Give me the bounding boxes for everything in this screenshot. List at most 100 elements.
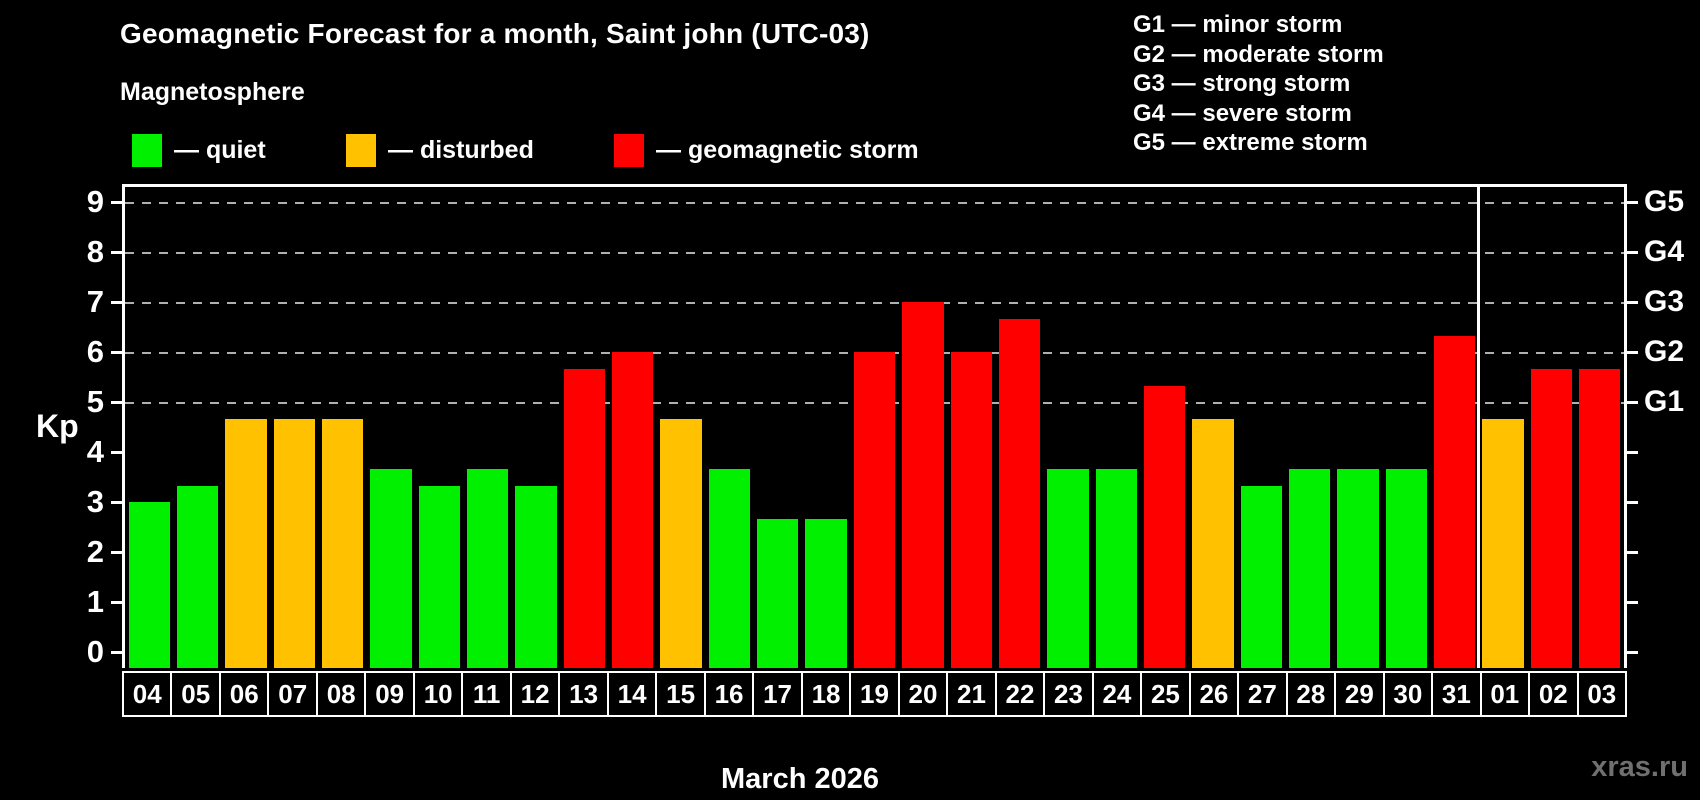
y-tick-label-2: 2 [86, 534, 104, 569]
date-box-09: 09 [364, 673, 412, 715]
right-tick-8 [1627, 251, 1638, 254]
date-box-15: 15 [655, 673, 703, 715]
date-box-12: 12 [509, 673, 558, 715]
legend-label-quiet: — quiet [174, 135, 266, 164]
date-box-13: 13 [558, 673, 606, 715]
date-box-05: 05 [170, 673, 218, 715]
kp-bar-29 [1337, 468, 1379, 668]
date-box-24: 24 [1091, 673, 1140, 715]
date-box-06: 06 [218, 673, 267, 715]
legend-item-storm: — geomagnetic storm [614, 133, 919, 167]
left-tick-6 [111, 351, 122, 354]
date-box-27: 27 [1237, 673, 1285, 715]
kp-bar-14 [612, 352, 654, 668]
gridline-kp7 [125, 302, 1624, 304]
date-box-07: 07 [267, 673, 315, 715]
kp-bar-03 [1579, 368, 1621, 668]
kp-bar-02 [1530, 368, 1573, 668]
gridline-kp8 [125, 252, 1624, 254]
y-tick-label-9: 9 [86, 184, 104, 219]
g1-legend-line: G1 — minor storm [1133, 11, 1343, 38]
right-tick-5 [1627, 401, 1638, 404]
date-box-31: 31 [1431, 673, 1479, 715]
y-tick-label-7: 7 [86, 284, 104, 319]
kp-bar-15 [660, 418, 702, 668]
kp-bar-25 [1143, 385, 1186, 668]
date-box-26: 26 [1188, 673, 1237, 715]
kp-bar-22 [998, 318, 1041, 668]
left-tick-9 [111, 201, 122, 204]
kp-bar-12 [515, 485, 557, 668]
legend-item-quiet: — quiet [132, 133, 266, 167]
left-tick-4 [111, 451, 122, 454]
kp-bar-31 [1434, 335, 1476, 668]
g-axis-label-g5: G5 [1644, 185, 1685, 218]
kp-bar-17 [757, 518, 799, 668]
y-tick-label-0: 0 [86, 634, 104, 669]
kp-bar-05 [176, 485, 219, 668]
right-tick-9 [1627, 201, 1638, 204]
legend-label-storm: — geomagnetic storm [656, 135, 919, 164]
g-axis-label-g4: G4 [1644, 235, 1685, 268]
date-box-22: 22 [994, 673, 1043, 715]
g-scale-legend: G1 — minor storm G2 — moderate storm G3 … [1133, 10, 1384, 158]
g5-legend-line: G5 — extreme storm [1133, 129, 1368, 156]
date-box-08: 08 [315, 673, 364, 715]
date-box-30: 30 [1382, 673, 1431, 715]
date-box-02: 02 [1528, 673, 1576, 715]
right-tick-3 [1627, 501, 1638, 504]
kp-bar-11 [466, 468, 509, 668]
date-box-17: 17 [752, 673, 800, 715]
disturbed-swatch-icon [346, 133, 376, 167]
kp-bar-19 [853, 352, 896, 668]
date-box-04: 04 [132, 678, 162, 709]
storm-swatch-icon [614, 133, 644, 167]
date-box-03: 03 [1576, 673, 1625, 715]
legend-item-disturbed: — disturbed [346, 133, 534, 167]
left-tick-3 [111, 501, 122, 504]
date-box-10: 10 [412, 673, 461, 715]
left-tick-1 [111, 601, 122, 604]
kp-bar-30 [1385, 468, 1428, 668]
date-box-20: 20 [897, 673, 946, 715]
kp-bar-26 [1192, 418, 1234, 668]
kp-bar-21 [950, 352, 992, 668]
gridline-kp9 [125, 202, 1624, 204]
right-tick-2 [1627, 551, 1638, 554]
month-separator-line [1477, 187, 1481, 668]
right-tick-4 [1627, 451, 1638, 454]
right-tick-6 [1627, 351, 1638, 354]
date-box-11: 11 [461, 673, 509, 715]
y-tick-label-8: 8 [86, 234, 104, 269]
y-tick-label-1: 1 [86, 584, 104, 619]
date-box-14: 14 [606, 673, 655, 715]
date-box-23: 23 [1043, 673, 1091, 715]
kp-bar-13 [563, 368, 606, 668]
kp-bar-23 [1047, 468, 1089, 668]
kp-bar-24 [1095, 468, 1137, 668]
date-box-21: 21 [946, 673, 994, 715]
date-box-16: 16 [703, 673, 752, 715]
kp-bar-07 [273, 418, 315, 668]
kp-bar-01 [1482, 418, 1524, 668]
kp-bar-06 [225, 418, 267, 668]
kp-bar-04 [128, 502, 170, 668]
y-tick-label-3: 3 [86, 484, 104, 519]
watermark: xras.ru [1591, 751, 1688, 783]
left-tick-5 [111, 401, 122, 404]
left-tick-0 [111, 651, 122, 654]
date-box-28: 28 [1285, 673, 1334, 715]
right-tick-0 [1627, 651, 1638, 654]
g-axis-label-g1: G1 [1644, 385, 1685, 418]
y-tick-label-4: 4 [86, 434, 104, 469]
magnetosphere-label: Magnetosphere [120, 78, 305, 106]
g-axis-label-g2: G2 [1644, 335, 1685, 368]
chart-title: Geomagnetic Forecast for a month, Saint … [120, 18, 870, 49]
kp-bar-16 [708, 468, 751, 668]
right-tick-1 [1627, 601, 1638, 604]
kp-bar-28 [1289, 468, 1331, 668]
left-tick-8 [111, 251, 122, 254]
g2-legend-line: G2 — moderate storm [1133, 40, 1384, 68]
legend-label-disturbed: — disturbed [388, 135, 534, 164]
